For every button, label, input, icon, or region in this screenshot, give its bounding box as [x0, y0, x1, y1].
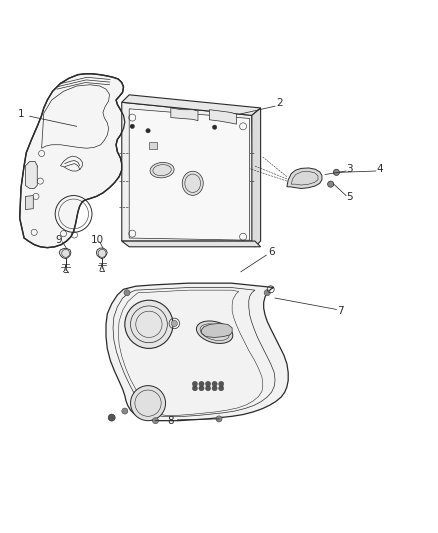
Polygon shape	[209, 110, 237, 124]
Polygon shape	[201, 324, 232, 337]
Circle shape	[212, 125, 217, 130]
Text: 10: 10	[91, 235, 104, 245]
Ellipse shape	[196, 321, 233, 343]
Circle shape	[152, 418, 159, 424]
Circle shape	[199, 381, 204, 386]
Circle shape	[192, 386, 198, 391]
Text: 3: 3	[346, 164, 353, 174]
Circle shape	[219, 381, 224, 386]
Text: 4: 4	[377, 164, 384, 174]
Polygon shape	[171, 108, 198, 120]
Polygon shape	[122, 241, 261, 247]
Polygon shape	[59, 248, 71, 259]
Polygon shape	[252, 108, 261, 247]
Circle shape	[219, 386, 224, 391]
Polygon shape	[25, 161, 37, 189]
Ellipse shape	[150, 163, 174, 178]
Polygon shape	[25, 196, 33, 209]
Circle shape	[212, 386, 217, 391]
Circle shape	[122, 408, 128, 414]
Polygon shape	[106, 283, 288, 421]
Text: 2: 2	[276, 98, 283, 108]
Polygon shape	[149, 142, 157, 149]
Circle shape	[131, 386, 166, 421]
Ellipse shape	[182, 171, 203, 195]
Polygon shape	[20, 74, 125, 248]
Circle shape	[328, 181, 334, 187]
Circle shape	[333, 169, 339, 175]
Circle shape	[212, 381, 217, 386]
Circle shape	[125, 300, 173, 349]
Polygon shape	[129, 109, 250, 240]
Circle shape	[199, 386, 204, 391]
Polygon shape	[122, 95, 261, 115]
Polygon shape	[96, 248, 107, 259]
Text: 7: 7	[337, 306, 344, 316]
Text: 9: 9	[56, 235, 63, 245]
Text: 1: 1	[18, 109, 25, 119]
Circle shape	[205, 381, 211, 386]
Polygon shape	[122, 102, 255, 241]
Polygon shape	[287, 168, 322, 189]
Circle shape	[124, 290, 130, 296]
Circle shape	[130, 124, 134, 128]
Circle shape	[264, 290, 270, 296]
Circle shape	[216, 416, 222, 422]
Circle shape	[192, 381, 198, 386]
Circle shape	[108, 414, 115, 421]
Circle shape	[171, 320, 177, 327]
Text: 8: 8	[167, 416, 174, 426]
Text: 6: 6	[268, 247, 275, 257]
Circle shape	[205, 386, 211, 391]
Circle shape	[146, 128, 150, 133]
Text: 5: 5	[346, 192, 353, 203]
